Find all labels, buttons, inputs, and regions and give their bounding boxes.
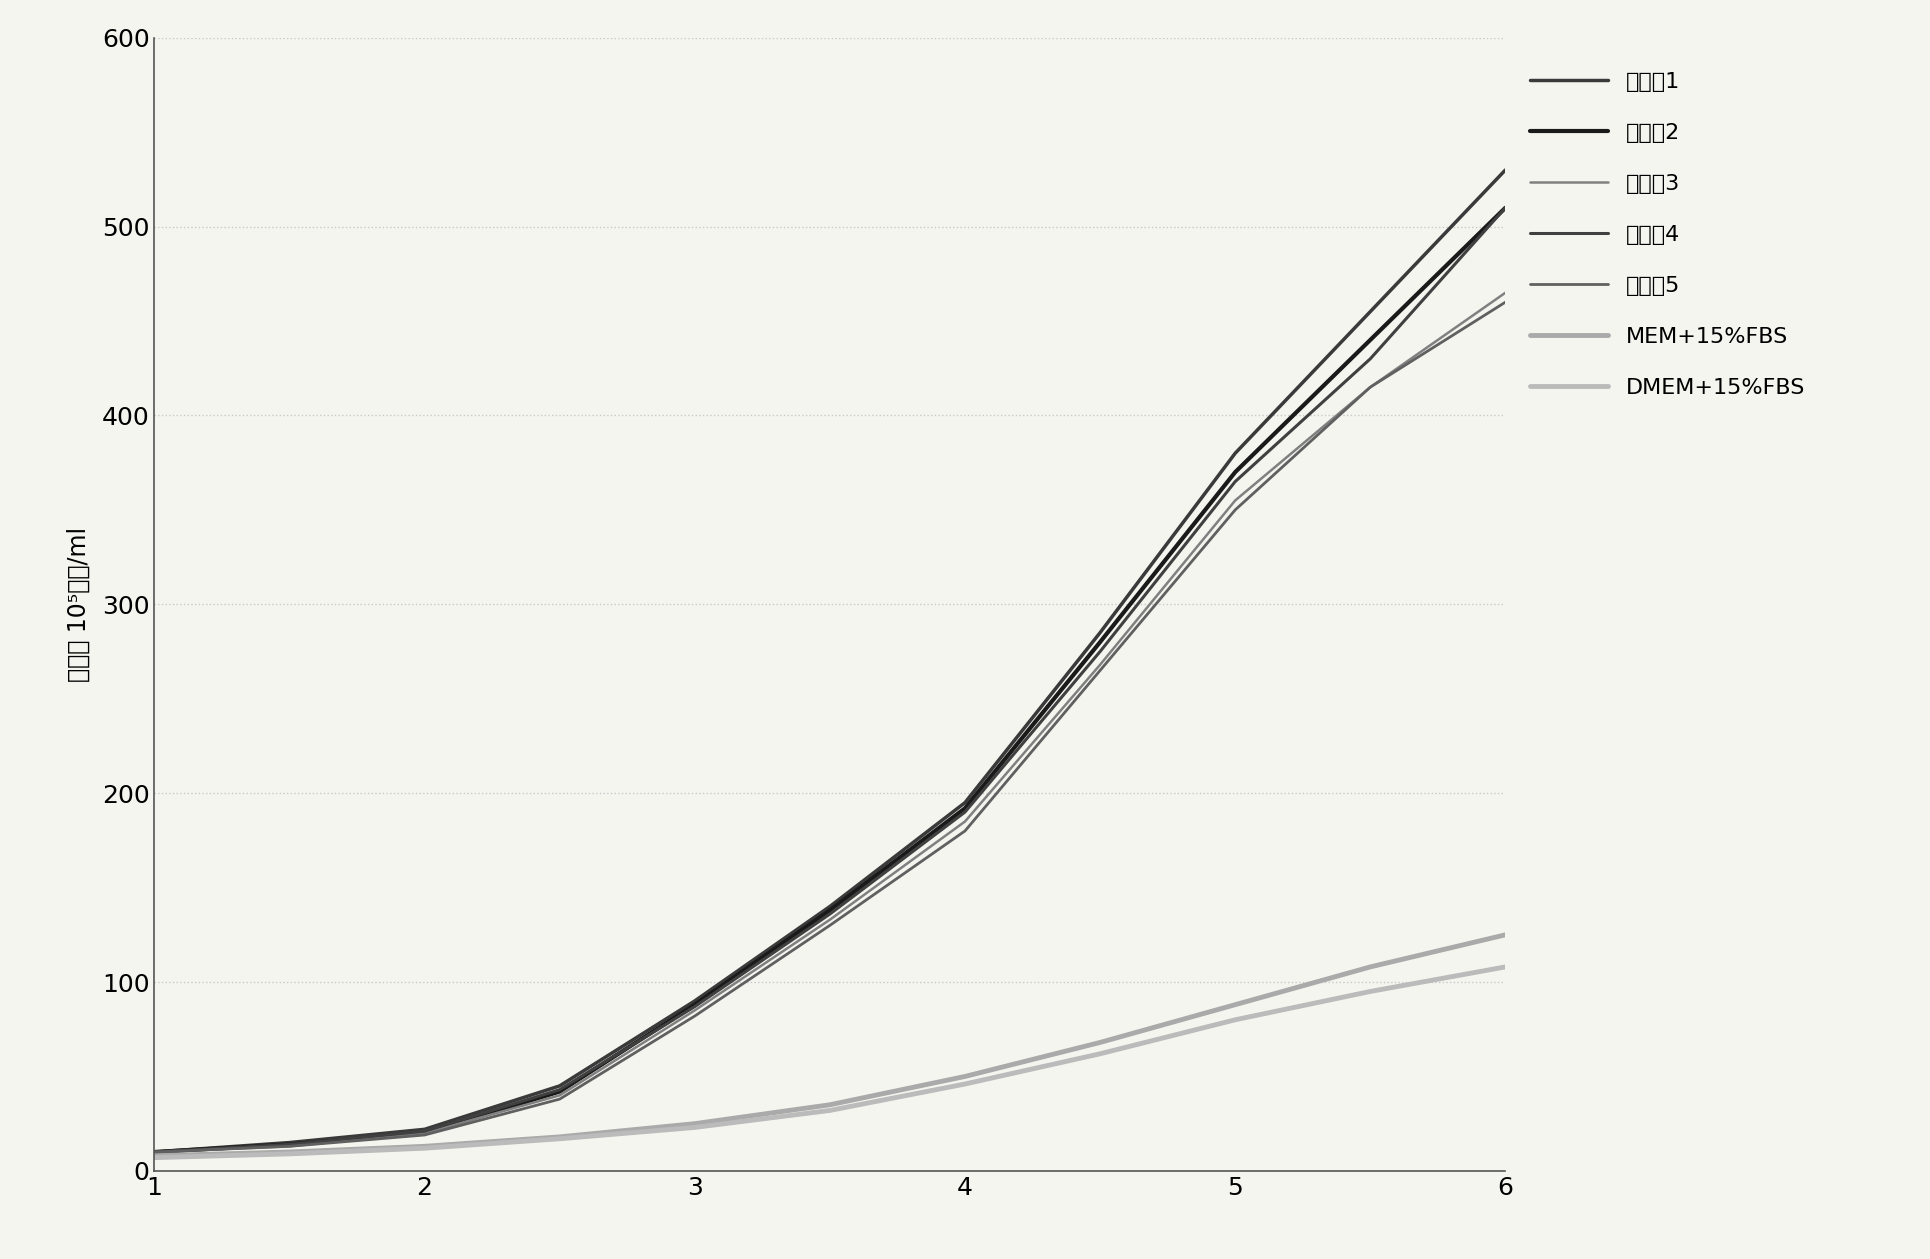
MEM+15%FBS <box>143 1148 166 1163</box>
实施例2 <box>413 1126 436 1141</box>
实施例4 <box>1359 351 1382 366</box>
MEM+15%FBS <box>413 1138 436 1153</box>
实施例5 <box>1224 502 1247 517</box>
实施例1 <box>818 899 841 914</box>
实施例3 <box>953 813 977 828</box>
实施例2 <box>1089 635 1112 650</box>
Line: 实施例2: 实施例2 <box>154 208 1505 1152</box>
DMEM+15%FBS <box>1494 959 1517 974</box>
实施例3 <box>1089 657 1112 672</box>
实施例2 <box>818 903 841 918</box>
Y-axis label: 单位： 10⁵细胞/ml: 单位： 10⁵细胞/ml <box>68 526 91 682</box>
Line: MEM+15%FBS: MEM+15%FBS <box>154 934 1505 1156</box>
MEM+15%FBS <box>953 1069 977 1084</box>
MEM+15%FBS <box>1224 997 1247 1012</box>
实施例5 <box>1359 379 1382 394</box>
Line: 实施例5: 实施例5 <box>154 302 1505 1152</box>
实施例1 <box>1494 162 1517 178</box>
DMEM+15%FBS <box>953 1076 977 1092</box>
实施例2 <box>1359 332 1382 347</box>
实施例1 <box>1359 303 1382 319</box>
Line: 实施例4: 实施例4 <box>154 208 1505 1152</box>
实施例3 <box>1224 492 1247 507</box>
实施例3 <box>548 1088 571 1103</box>
实施例2 <box>953 801 977 816</box>
实施例3 <box>278 1138 301 1153</box>
实施例1 <box>953 796 977 811</box>
MEM+15%FBS <box>683 1115 706 1131</box>
MEM+15%FBS <box>1494 927 1517 942</box>
实施例2 <box>1494 200 1517 215</box>
实施例5 <box>1494 295 1517 310</box>
DMEM+15%FBS <box>143 1151 166 1166</box>
实施例4 <box>953 805 977 820</box>
Line: DMEM+15%FBS: DMEM+15%FBS <box>154 967 1505 1158</box>
实施例1 <box>278 1136 301 1151</box>
实施例4 <box>1089 643 1112 660</box>
DMEM+15%FBS <box>1224 1012 1247 1027</box>
实施例4 <box>143 1144 166 1160</box>
实施例3 <box>143 1144 166 1160</box>
实施例2 <box>278 1137 301 1152</box>
MEM+15%FBS <box>278 1144 301 1160</box>
DMEM+15%FBS <box>1089 1046 1112 1061</box>
实施例5 <box>548 1092 571 1107</box>
实施例3 <box>683 1002 706 1017</box>
实施例2 <box>548 1084 571 1099</box>
实施例5 <box>278 1138 301 1153</box>
实施例1 <box>1089 624 1112 640</box>
实施例3 <box>1359 379 1382 394</box>
实施例3 <box>818 912 841 927</box>
实施例4 <box>548 1081 571 1097</box>
MEM+15%FBS <box>548 1129 571 1144</box>
实施例5 <box>818 918 841 933</box>
MEM+15%FBS <box>818 1097 841 1113</box>
DMEM+15%FBS <box>548 1131 571 1146</box>
实施例4 <box>683 1000 706 1015</box>
实施例1 <box>413 1122 436 1137</box>
实施例3 <box>413 1126 436 1141</box>
实施例1 <box>683 993 706 1008</box>
DMEM+15%FBS <box>413 1141 436 1156</box>
MEM+15%FBS <box>1359 959 1382 974</box>
实施例4 <box>818 906 841 922</box>
实施例5 <box>1089 662 1112 677</box>
DMEM+15%FBS <box>818 1103 841 1118</box>
实施例1 <box>143 1144 166 1160</box>
DMEM+15%FBS <box>1359 985 1382 1000</box>
实施例4 <box>278 1137 301 1152</box>
实施例5 <box>683 1008 706 1024</box>
MEM+15%FBS <box>1089 1035 1112 1050</box>
实施例4 <box>1224 473 1247 488</box>
DMEM+15%FBS <box>278 1146 301 1161</box>
实施例2 <box>1224 465 1247 480</box>
实施例5 <box>413 1128 436 1143</box>
实施例2 <box>143 1144 166 1160</box>
Legend: 实施例1, 实施例2, 实施例3, 实施例4, 实施例5, MEM+15%FBS, DMEM+15%FBS: 实施例1, 实施例2, 实施例3, 实施例4, 实施例5, MEM+15%FBS… <box>1530 72 1805 398</box>
实施例4 <box>413 1123 436 1138</box>
DMEM+15%FBS <box>683 1121 706 1136</box>
实施例2 <box>683 997 706 1012</box>
Line: 实施例3: 实施例3 <box>154 292 1505 1152</box>
实施例1 <box>548 1078 571 1093</box>
实施例5 <box>143 1144 166 1160</box>
实施例4 <box>1494 200 1517 215</box>
实施例1 <box>1224 446 1247 461</box>
实施例3 <box>1494 285 1517 300</box>
Line: 实施例1: 实施例1 <box>154 170 1505 1152</box>
实施例5 <box>953 823 977 838</box>
